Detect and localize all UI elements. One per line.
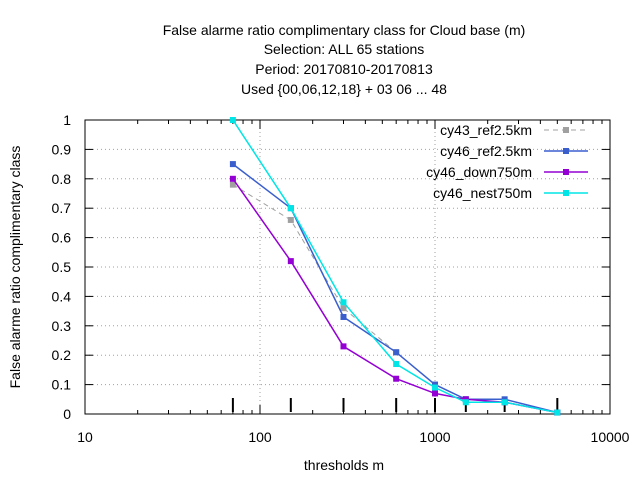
legend-label: cy46_down750m [426, 164, 532, 180]
legend-entry: cy43_ref2.5km [440, 122, 588, 138]
y-tick-label: 0.2 [52, 347, 72, 363]
data-point [462, 399, 469, 406]
data-point [287, 258, 294, 265]
data-point [393, 375, 400, 382]
data-point [229, 161, 236, 168]
series-line [232, 163, 558, 414]
y-tick-label: 0.1 [52, 377, 72, 393]
legend-marker [563, 169, 569, 175]
y-tick-label: 0 [63, 406, 71, 422]
data-point [432, 384, 438, 391]
x-axis-label: thresholds m [304, 457, 384, 473]
x-axis-ticks: 10 100 1000 10000 [77, 120, 630, 445]
legend-label: cy43_ref2.5km [440, 122, 532, 138]
data-point [340, 343, 347, 350]
data-point [393, 361, 400, 368]
y-tick-label: 0.6 [52, 230, 72, 246]
legend-marker [563, 190, 569, 196]
data-point [229, 175, 236, 182]
y-tick-label: 0.3 [52, 318, 72, 334]
data-point [340, 299, 347, 306]
series-cy46_nest750m [229, 117, 561, 416]
legend-label: cy46_nest750m [433, 185, 532, 201]
data-point [287, 216, 294, 223]
chart-title: False alarme ratio complimentary class f… [163, 22, 526, 97]
data-point [287, 205, 294, 212]
y-tick-label: 0.4 [52, 288, 72, 304]
data-point [229, 117, 236, 123]
y-tick-label: 0.8 [52, 171, 72, 187]
data-point [393, 349, 400, 356]
data-point [501, 399, 508, 406]
data-point [340, 305, 347, 312]
grid [85, 120, 610, 414]
data-point [340, 313, 347, 320]
title-line-3: Period: 20170810-20170813 [255, 61, 433, 77]
series-layer [229, 117, 561, 416]
title-line-1: False alarme ratio complimentary class f… [163, 22, 526, 38]
y-tick-label: 1 [63, 112, 71, 128]
legend-label: cy46_ref2.5km [440, 143, 532, 159]
legend-marker [563, 148, 569, 154]
x-tick-label: 100 [248, 429, 272, 445]
data-point [432, 390, 438, 397]
legend-entry: cy46_down750m [426, 164, 588, 180]
data-point [229, 181, 236, 188]
data-point [554, 409, 561, 416]
y-axis-label: False alarme ratio complimentary class [7, 146, 23, 389]
y-tick-label: 0.9 [52, 141, 72, 157]
y-tick-label: 0.5 [52, 259, 72, 275]
title-line-2: Selection: ALL 65 stations [264, 41, 425, 57]
series-line [232, 119, 558, 414]
title-line-4: Used {00,06,12,18} + 03 06 ... 48 [241, 81, 447, 97]
legend-marker [563, 127, 569, 133]
x-tick-label: 1000 [419, 429, 450, 445]
legend-entry: cy46_ref2.5km [440, 143, 588, 159]
series-cy46_down750m [229, 175, 561, 416]
legend-entry: cy46_nest750m [433, 185, 588, 201]
x-tick-label: 10000 [591, 429, 630, 445]
x-tick-label: 10 [77, 429, 93, 445]
y-axis-ticks: 0 0.1 0.2 0.3 0.4 0.5 0.6 0.7 0.8 0.9 1 [52, 112, 610, 422]
legend: cy43_ref2.5km cy46_ref2.5km cy46_down750mc… [426, 122, 588, 201]
y-tick-label: 0.7 [52, 200, 72, 216]
